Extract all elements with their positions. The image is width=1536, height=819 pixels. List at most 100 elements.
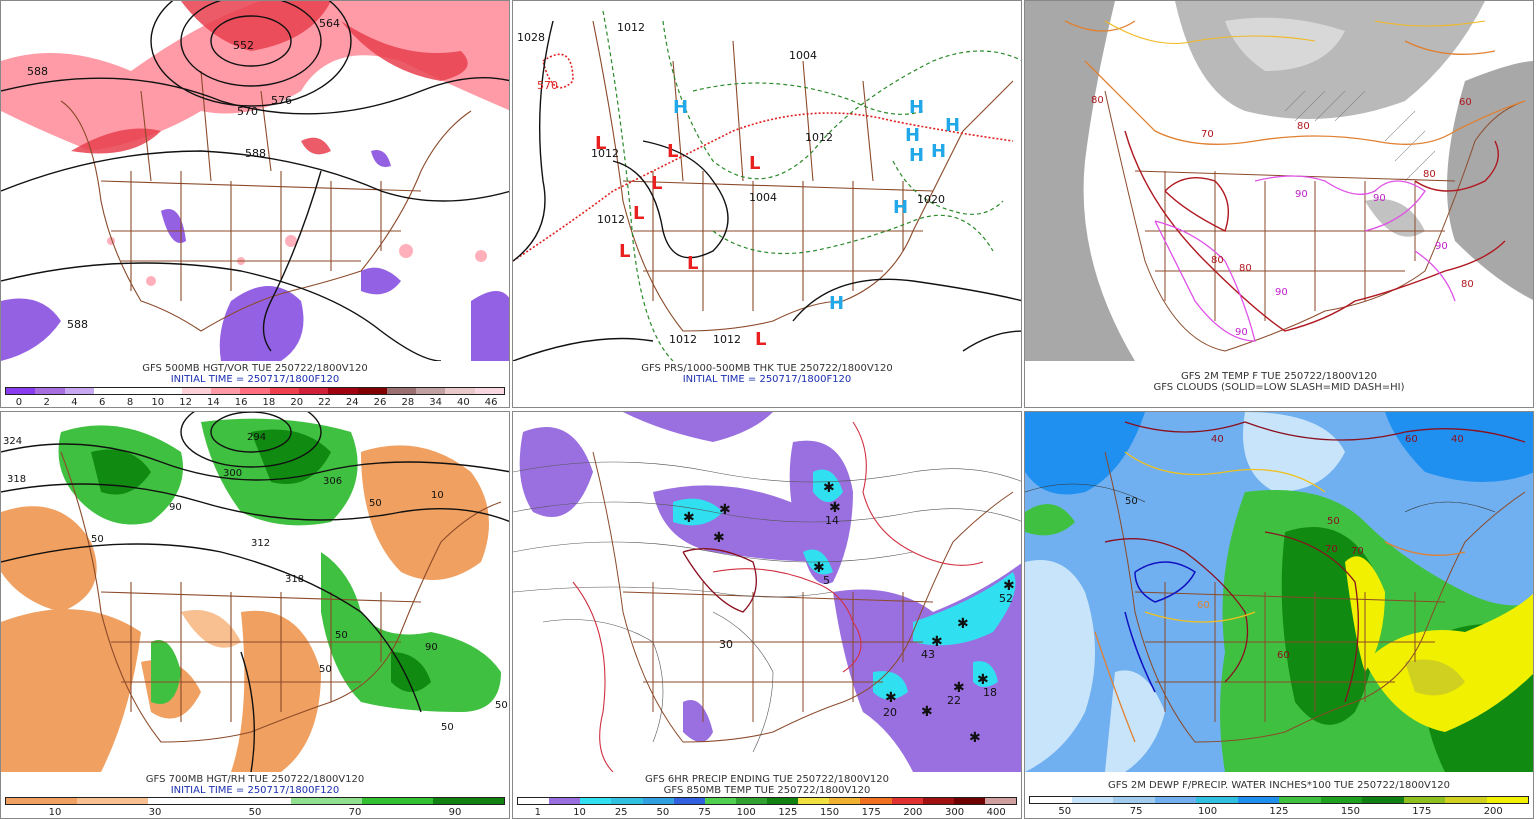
- panel-title: GFS 2M TEMP F TUE 250722/1800V120: [1180, 371, 1378, 382]
- panel-2m-temperature: 80 60 80 70 90 90 80 80 90 90 80 90 80 G…: [1024, 0, 1534, 408]
- legend-swatch: [704, 798, 736, 804]
- panel-dewpoint-pwat: 40 60 50 70 40 60 60 70 50 GFS 2M DEWP F…: [1024, 411, 1534, 819]
- legend-swatch: [1196, 797, 1238, 803]
- panel-title: GFS 700MB HGT/RH TUE 250722/1800V120: [145, 774, 365, 785]
- legend-swatch: [290, 798, 327, 804]
- map-borders: [1104, 451, 1526, 743]
- legend-swatch: [860, 798, 892, 804]
- dewpoint-label: 60: [1197, 600, 1210, 611]
- svg-text:✱: ✱: [713, 530, 725, 546]
- temperature-contours-70: [1064, 20, 1526, 145]
- legend-tick-label: 100: [1198, 806, 1218, 817]
- legend-tick-label: 75: [1129, 806, 1143, 817]
- isobar-label: 1012: [591, 147, 619, 160]
- legend-tick-label: 0: [15, 397, 23, 408]
- high-pressure-icon: H: [829, 293, 844, 314]
- legend-swatch: [386, 388, 417, 394]
- temperature-label: 90: [1235, 327, 1248, 338]
- temperature-label: 80: [1091, 95, 1104, 106]
- rh-label: 50: [441, 722, 454, 733]
- vorticity-purple-areas: [1, 150, 509, 361]
- legend-swatch: [41, 798, 78, 804]
- precip-label: 18: [983, 686, 997, 699]
- contour-label: 564: [319, 17, 340, 30]
- contour-label: 588: [67, 318, 88, 331]
- high-pressure-icon: H: [945, 115, 960, 136]
- panel-title: GFS 2M DEWP F/PRECIP. WATER INCHES*100 T…: [1108, 780, 1450, 791]
- low-pwat-areas: [1025, 412, 1345, 772]
- legend-tick-label: 10: [151, 397, 165, 408]
- dewpoint-label: 60: [1405, 434, 1418, 445]
- legend-swatch: [549, 798, 581, 804]
- panel-title: GFS 500MB HGT/VOR TUE 250722/1800V120: [142, 363, 368, 374]
- panel-6hr-precip: ✱ ✱ ✱ ✱ ✱ ✱ ✱ ✱ ✱ ✱ ✱ ✱ ✱ ✱ 52 14 43 18 20 22 5 3…: [512, 411, 1022, 819]
- isobar-label: 1012: [597, 213, 625, 226]
- legend-swatch: [93, 388, 124, 394]
- isobar-label: 1012: [805, 131, 833, 144]
- legend-swatch: [326, 798, 362, 804]
- legend-tick-label: 50: [656, 807, 670, 818]
- isobars: [513, 20, 1021, 361]
- temperature-label: 90: [1435, 241, 1448, 252]
- high-pressure-markers: H H H H H H H H: [673, 97, 960, 314]
- legend-swatch: [6, 388, 36, 394]
- precip-label: 5: [823, 574, 830, 587]
- panel-700mb-humidity: 324 318 312 306 300 294 318 50 90 10 50 …: [0, 411, 510, 819]
- legend-swatch: [181, 388, 212, 394]
- legend-swatch: [445, 388, 475, 394]
- low-pressure-icon: L: [633, 203, 644, 224]
- vorticity-red-areas: [1, 1, 509, 151]
- precip-label: 20: [883, 706, 897, 719]
- legend-swatch: [673, 798, 705, 804]
- precip-label: 22: [947, 694, 961, 707]
- legend-swatch: [1279, 797, 1321, 803]
- precip-label: 14: [825, 514, 839, 527]
- legend-tick-label: 24: [345, 397, 359, 408]
- legend-swatch: [148, 798, 184, 804]
- height-contours: [1, 1, 509, 361]
- initial-time: INITIAL TIME = 250717/1800F120: [170, 785, 340, 796]
- map-borders: [60, 70, 472, 332]
- legend-tick-label: 90: [448, 807, 462, 818]
- legend-swatch: [1237, 797, 1279, 803]
- height-label: 318: [285, 574, 304, 585]
- map-dewpoint-pwat: 40 60 50 70 40 60 60 70 50: [1025, 412, 1533, 772]
- high-pressure-icon: H: [905, 125, 920, 146]
- height-label: 318: [7, 474, 26, 485]
- panel-500mb-vorticity: 552 564 570 576 588 588 588 GFS 500MB HG…: [0, 0, 510, 408]
- legend-tick-label: 200: [1483, 806, 1503, 817]
- legend-swatch: [64, 388, 94, 394]
- precip-label: 52: [999, 592, 1013, 605]
- 540-thickness-line: [513, 53, 1014, 262]
- legend-swatch: [183, 798, 220, 804]
- low-pressure-icon: L: [651, 173, 662, 194]
- legend-tick-label: 1: [534, 807, 542, 818]
- legend-swatch: [361, 798, 398, 804]
- cloud-legend: GFS CLOUDS (SOLID=LOW SLASH=MID DASH=HI): [1153, 382, 1405, 393]
- legend-tick-label: 22: [318, 397, 331, 408]
- legend-swatch: [1030, 797, 1072, 803]
- contour-label: 588: [27, 65, 48, 78]
- legend-swatch: [611, 798, 643, 804]
- precip-moderate: [673, 469, 1016, 700]
- panel-subtitle: GFS 850MB TEMP TUE 250722/1800V120: [663, 785, 871, 796]
- svg-text:✱: ✱: [829, 500, 841, 516]
- legend-swatch: [298, 388, 329, 394]
- legend-tick-label: 50: [1058, 806, 1072, 817]
- svg-text:✱: ✱: [1003, 578, 1015, 594]
- contour-label: 552: [233, 39, 254, 52]
- legend-swatch: [1362, 797, 1404, 803]
- low-pressure-icon: L: [595, 133, 606, 154]
- isobar-label: 1004: [749, 191, 777, 204]
- dewpoint-label: 50: [1125, 496, 1138, 507]
- rh-label: 50: [495, 700, 508, 711]
- legend-tick-label: 40: [457, 397, 470, 408]
- 850mb-temperature-contours: [513, 461, 1021, 753]
- legend-tick-label: 200: [903, 807, 923, 818]
- height-contours: [1, 412, 509, 772]
- map-6hr-precip: ✱ ✱ ✱ ✱ ✱ ✱ ✱ ✱ ✱ ✱ ✱ ✱ ✱ ✱ 52 14 43 18 20 22 5 3…: [513, 412, 1021, 772]
- isobar-label: 1028: [517, 31, 545, 44]
- temperature-label: 90: [1373, 193, 1386, 204]
- legend-swatch: [77, 798, 113, 804]
- map-pressure-thickness: 1012 1004 1028 570 1012 1004 1012 1020 1…: [513, 1, 1021, 361]
